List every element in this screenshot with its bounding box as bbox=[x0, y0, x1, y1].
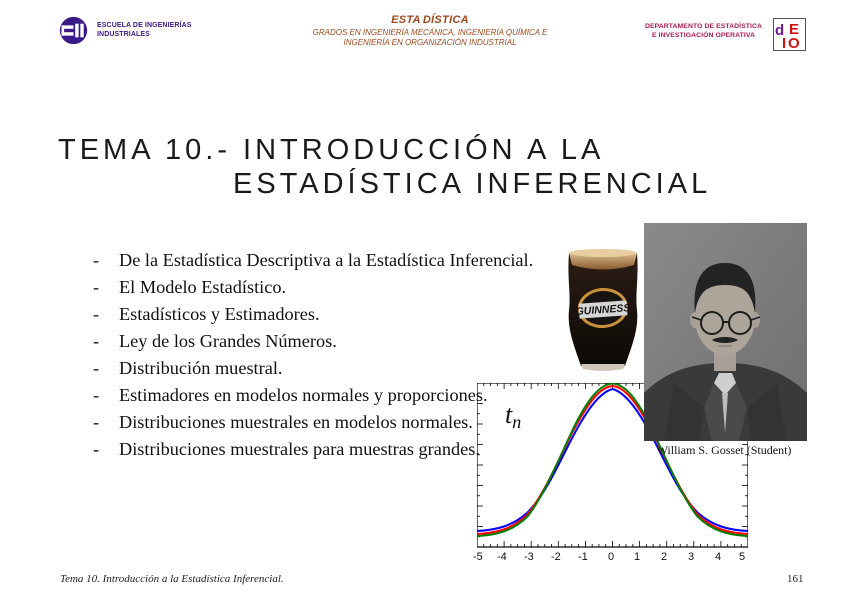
svg-text:I: I bbox=[782, 35, 786, 52]
svg-text:O: O bbox=[788, 35, 800, 52]
